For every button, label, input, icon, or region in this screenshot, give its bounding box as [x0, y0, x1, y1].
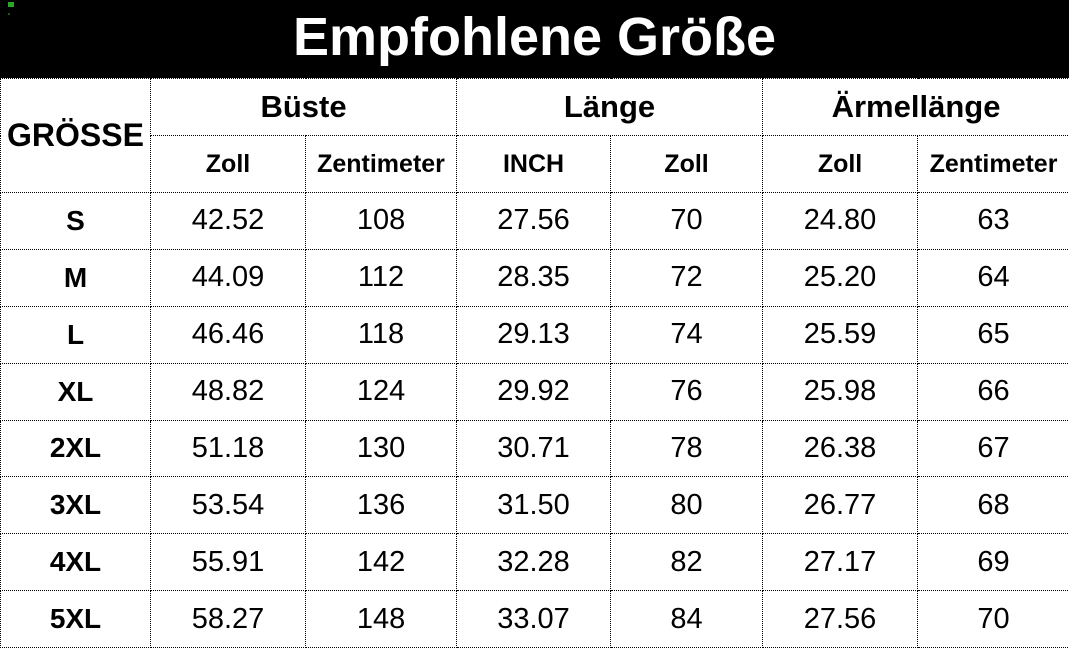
size-table: GRÖSSE Büste Länge Ärmellänge Zoll Zenti… — [0, 78, 1069, 648]
value-cell: 84 — [610, 590, 764, 648]
value-cell: 112 — [304, 248, 458, 307]
value-cell: 136 — [304, 476, 458, 535]
value-cell: 53.54 — [150, 476, 306, 535]
value-cell: 72 — [610, 248, 764, 307]
column-header-laenge: Länge — [456, 78, 764, 136]
value-cell: 51.18 — [150, 419, 306, 478]
value-cell: 25.20 — [762, 248, 919, 307]
table-row: 2XL 51.18 130 30.71 78 26.38 67 — [0, 419, 1069, 478]
column-header-groesse: GRÖSSE — [0, 78, 151, 193]
value-cell: 31.50 — [456, 476, 612, 535]
value-cell: 29.92 — [456, 362, 612, 421]
value-cell: 82 — [610, 533, 764, 592]
size-label: S — [0, 192, 151, 250]
value-cell: 67 — [917, 419, 1069, 478]
subheader-aermel-zoll: Zoll — [762, 135, 919, 193]
title-banner: Empfohlene Größe — [0, 0, 1069, 78]
value-cell: 42.52 — [150, 192, 306, 250]
value-cell: 68 — [917, 476, 1069, 535]
column-header-aermellaenge: Ärmellänge — [762, 78, 1069, 136]
column-header-bueste: Büste — [149, 78, 458, 136]
value-cell: 63 — [917, 192, 1069, 250]
value-cell: 108 — [304, 192, 458, 250]
value-cell: 30.71 — [456, 419, 612, 478]
size-label: 4XL — [0, 533, 151, 592]
value-cell: 148 — [304, 590, 458, 648]
subheader-aermel-zentimeter: Zentimeter — [917, 135, 1069, 193]
value-cell: 26.38 — [762, 419, 919, 478]
value-cell: 124 — [304, 362, 458, 421]
subheader-laenge-inch: INCH — [456, 135, 612, 193]
value-cell: 65 — [917, 305, 1069, 364]
value-cell: 29.13 — [456, 305, 612, 364]
page-title: Empfohlene Größe — [292, 7, 777, 67]
size-table-header: GRÖSSE Büste Länge Ärmellänge Zoll Zenti… — [0, 78, 1069, 193]
green-artifact-dot-small — [8, 13, 10, 15]
value-cell: 28.35 — [456, 248, 612, 307]
value-cell: 46.46 — [150, 305, 306, 364]
value-cell: 74 — [610, 305, 764, 364]
table-row: 5XL 58.27 148 33.07 84 27.56 70 — [0, 590, 1069, 648]
value-cell: 32.28 — [456, 533, 612, 592]
table-row: S 42.52 108 27.56 70 24.80 63 — [0, 192, 1069, 250]
value-cell: 27.56 — [456, 192, 612, 250]
table-row: 4XL 55.91 142 32.28 82 27.17 69 — [0, 533, 1069, 592]
table-row: XL 48.82 124 29.92 76 25.98 66 — [0, 362, 1069, 421]
value-cell: 27.56 — [762, 590, 919, 648]
value-cell: 33.07 — [456, 590, 612, 648]
size-label: L — [0, 305, 151, 364]
header-row-groups: GRÖSSE Büste Länge Ärmellänge — [0, 78, 1069, 193]
value-cell: 25.98 — [762, 362, 919, 421]
value-cell: 58.27 — [150, 590, 306, 648]
value-cell: 80 — [610, 476, 764, 535]
value-cell: 70 — [917, 590, 1069, 648]
table-row: L 46.46 118 29.13 74 25.59 65 — [0, 305, 1069, 364]
value-cell: 78 — [610, 419, 764, 478]
value-cell: 142 — [304, 533, 458, 592]
value-cell: 69 — [917, 533, 1069, 592]
value-cell: 130 — [304, 419, 458, 478]
value-cell: 48.82 — [150, 362, 306, 421]
value-cell: 27.17 — [762, 533, 919, 592]
size-table-body: S 42.52 108 27.56 70 24.80 63 M 44.09 112 28.35 72 2… — [0, 192, 1069, 648]
value-cell: 44.09 — [150, 248, 306, 307]
size-label: XL — [0, 362, 151, 421]
value-cell: 26.77 — [762, 476, 919, 535]
size-label: 5XL — [0, 590, 151, 648]
value-cell: 76 — [610, 362, 764, 421]
value-cell: 24.80 — [762, 192, 919, 250]
value-cell: 55.91 — [150, 533, 306, 592]
table-row: M 44.09 112 28.35 72 25.20 64 — [0, 248, 1069, 307]
subheader-laenge-zoll: Zoll — [610, 135, 764, 193]
size-label: 2XL — [0, 419, 151, 478]
value-cell: 66 — [917, 362, 1069, 421]
subheader-bueste-zentimeter: Zentimeter — [304, 135, 458, 193]
size-label: M — [0, 248, 151, 307]
value-cell: 64 — [917, 248, 1069, 307]
size-label: 3XL — [0, 476, 151, 535]
header-row-units: Zoll Zentimeter INCH Zoll Zoll Zentimete… — [1, 135, 1069, 193]
value-cell: 70 — [610, 192, 764, 250]
green-artifact-dot — [8, 2, 14, 7]
subheader-bueste-zoll: Zoll — [150, 135, 306, 193]
value-cell: 118 — [304, 305, 458, 364]
value-cell: 25.59 — [762, 305, 919, 364]
table-row: 3XL 53.54 136 31.50 80 26.77 68 — [0, 476, 1069, 535]
